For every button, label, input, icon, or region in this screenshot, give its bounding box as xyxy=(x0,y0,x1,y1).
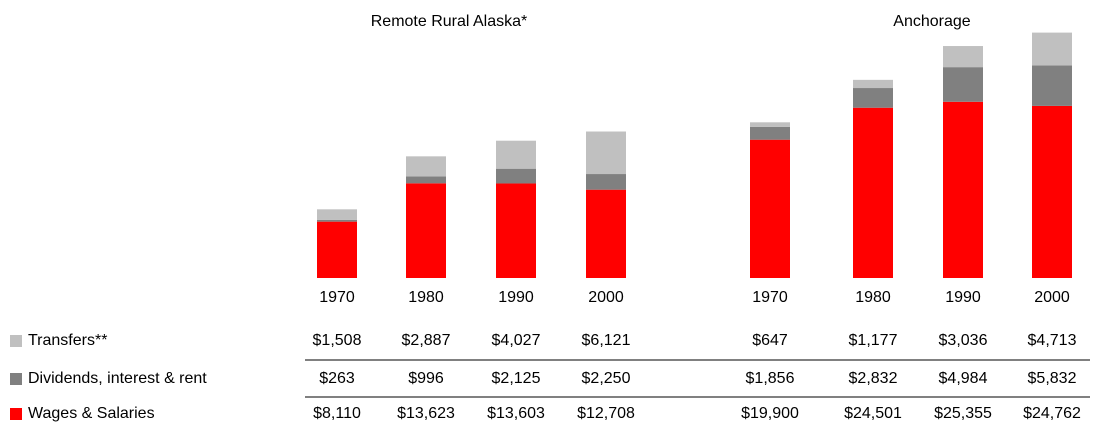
bar-segment xyxy=(853,79,893,89)
bar-segment xyxy=(317,219,357,222)
bar-segment xyxy=(406,156,446,177)
x-tick-label: 2000 xyxy=(588,289,624,306)
legend-label: Dividends, interest & rent xyxy=(28,370,207,387)
legend-swatch xyxy=(10,335,22,347)
x-tick-label: 1980 xyxy=(855,289,891,306)
bar-segment xyxy=(1032,65,1072,106)
bar-segment xyxy=(496,140,536,169)
x-tick-label: 1990 xyxy=(498,289,534,306)
bar-segment xyxy=(853,107,893,278)
table-value: $1,508 xyxy=(313,332,362,349)
table-value: $2,832 xyxy=(849,370,898,387)
bar-segment xyxy=(853,88,893,108)
table-value: $13,603 xyxy=(487,405,545,422)
table-value: $1,856 xyxy=(746,370,795,387)
table-value: $263 xyxy=(319,370,355,387)
bar-segment xyxy=(586,174,626,190)
table-value: $24,501 xyxy=(844,405,902,422)
bar-segment xyxy=(943,46,983,68)
table-value: $647 xyxy=(752,332,788,349)
bar-segment xyxy=(586,131,626,175)
bar-segment xyxy=(496,168,536,184)
bar-segment xyxy=(750,126,790,140)
table-value: $12,708 xyxy=(577,405,635,422)
bar-segment xyxy=(496,183,536,278)
table-value: $2,125 xyxy=(492,370,541,387)
table-value: $3,036 xyxy=(939,332,988,349)
legend-label: Wages & Salaries xyxy=(28,405,155,422)
chart-title: Anchorage xyxy=(893,13,970,30)
table-value: $2,887 xyxy=(402,332,451,349)
bar-segment xyxy=(1032,105,1072,278)
table-value: $1,177 xyxy=(849,332,898,349)
table-value: $6,121 xyxy=(582,332,631,349)
chart-title: Remote Rural Alaska* xyxy=(371,13,528,30)
table-value: $4,713 xyxy=(1028,332,1077,349)
table-value: $996 xyxy=(408,370,444,387)
table-value: $5,832 xyxy=(1028,370,1077,387)
legend-swatch xyxy=(10,373,22,385)
table-value: $24,762 xyxy=(1023,405,1081,422)
bar-segment xyxy=(317,209,357,220)
bar-segment xyxy=(750,139,790,278)
table-value: $13,623 xyxy=(397,405,455,422)
table-value: $25,355 xyxy=(934,405,992,422)
legend-label: Transfers** xyxy=(28,332,107,349)
x-tick-label: 2000 xyxy=(1034,289,1070,306)
table-value: $4,984 xyxy=(939,370,988,387)
legend-swatch xyxy=(10,408,22,420)
table-value: $19,900 xyxy=(741,405,799,422)
table-value: $4,027 xyxy=(492,332,541,349)
bar-segment xyxy=(1032,32,1072,66)
x-tick-label: 1970 xyxy=(319,289,355,306)
bar-segment xyxy=(943,101,983,279)
x-tick-label: 1980 xyxy=(408,289,444,306)
bar-segment xyxy=(943,67,983,102)
bar-segment xyxy=(406,183,446,278)
table-value: $8,110 xyxy=(313,405,361,422)
x-tick-label: 1970 xyxy=(752,289,788,306)
table-value: $2,250 xyxy=(582,370,631,387)
bar-segment xyxy=(317,221,357,278)
bar-segment xyxy=(406,176,446,184)
bar-segment xyxy=(586,189,626,278)
bar-segment xyxy=(750,122,790,127)
x-tick-label: 1990 xyxy=(945,289,981,306)
